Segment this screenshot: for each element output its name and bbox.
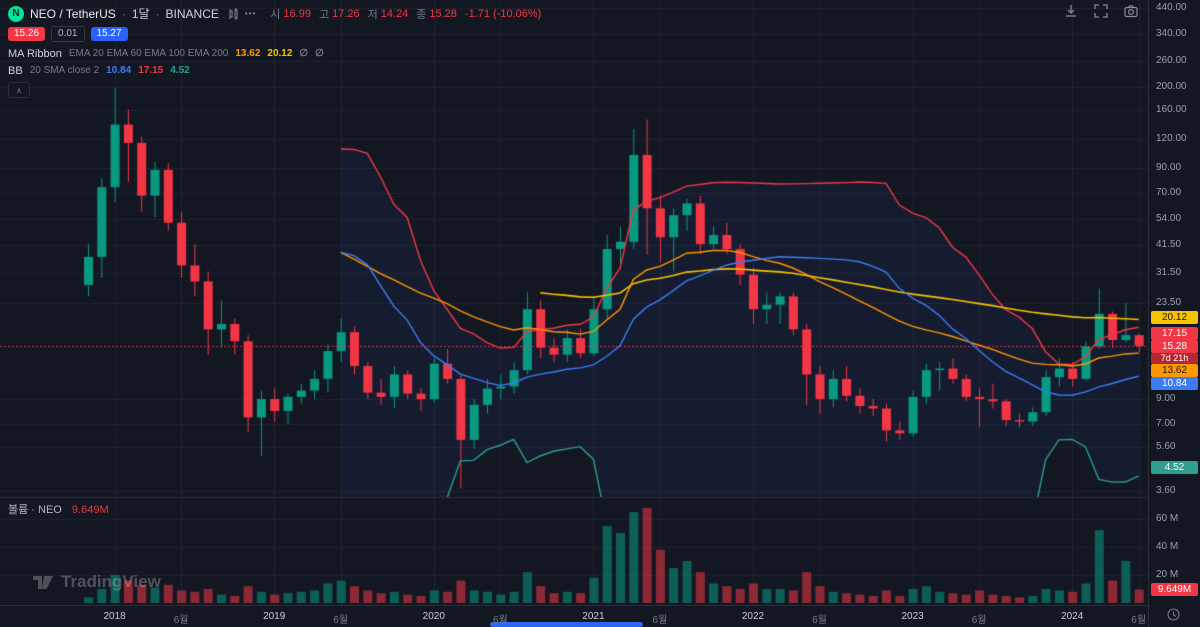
indicator-value: 10.84 [106,65,132,76]
indicator-value: 13.62 [235,48,261,59]
time-label-year: 2019 [263,611,286,622]
fullscreen-icon[interactable] [1094,4,1108,18]
indicator-price-badge: 13.62 [1151,364,1198,377]
spread-value: 0.01 [51,25,85,42]
high-label: 고 [318,8,330,21]
ohlc-readout: 시 16.99 고 17.26 저 14.24 종 15.28 -1.71 (-… [270,6,541,22]
chart-toolbar-icons [1064,4,1138,18]
volume-tick-label: 60 M [1156,513,1179,524]
more-options-button[interactable]: ••• [244,9,257,18]
exchange-label[interactable]: BINANCE [165,6,219,21]
time-label-month: 6월 [812,615,827,626]
indicator-name: MA Ribbon [8,47,62,60]
symbol-title[interactable]: NEO / TetherUS [30,6,116,21]
price-tick-label: 9.00 [1156,393,1176,405]
close-value: 15.28 [429,7,457,20]
price-tick-label: 260.00 [1156,54,1187,66]
price-tick-label: 23.50 [1156,296,1182,308]
indicator-value: 17.15 [138,65,164,76]
sell-price-button[interactable]: 15.26 [8,26,46,41]
indicator-name: BB [8,64,23,77]
quote-row: 15.26 0.01 15.27 [8,25,541,42]
indicator-value: 20.12 [267,48,293,59]
price-tick-label: 54.00 [1156,212,1182,224]
change-value: -1.71 (-10.06%) [464,7,542,20]
camera-icon[interactable] [1124,4,1138,18]
time-label-year: 2021 [582,611,605,622]
bar-countdown-badge: 7d 21h [1151,353,1198,364]
price-tick-label: 160.00 [1156,103,1187,115]
time-label-month: 6월 [1131,615,1147,626]
time-label-year: 2020 [422,611,445,622]
price-tick-label: 3.60 [1156,485,1176,497]
legend-collapse-button[interactable]: ∧ [8,82,30,98]
low-label: 저 [367,8,378,21]
indicator-value: ∅ [315,48,324,59]
price-axis[interactable]: 440.00 340.00 260.00 200.00 160.00 120.00 90.0… [1148,0,1200,627]
indicator-params: 20 SMA close 2 [29,65,100,76]
price-tick-label: 200.00 [1156,81,1187,93]
time-label-year: 2018 [103,611,126,622]
time-axis[interactable]: 2018 6월 2019 6월 2020 6월 2021 6월 2022 6월 2023 6월 2024… [0,605,1148,627]
interval-button[interactable]: 1달 [131,7,150,21]
time-label-year: 2022 [741,611,765,622]
timezone-clock-icon[interactable] [1167,608,1180,624]
volume-value: 9.649M [71,504,109,516]
indicator-params: EMA 20 EMA 60 EMA 100 EMA 200 [68,48,229,59]
price-tick-label: 70.00 [1156,186,1182,198]
open-label: 시 [270,8,281,21]
price-tick-label: 31.50 [1156,267,1182,279]
time-label-month: 6월 [492,615,508,626]
price-tick-label: 7.00 [1156,418,1176,430]
indicator-price-badge: 4.52 [1151,461,1198,474]
price-chart-canvas[interactable] [0,0,1148,605]
separator-dot: · [121,6,126,21]
indicator-value: 4.52 [170,65,190,76]
time-label-month: 6월 [173,615,189,626]
separator-dot: · [155,6,160,21]
volume-label: 볼륨 · NEO [8,504,62,516]
indicator-price-badge: 20.12 [1151,311,1198,324]
price-tick-label: 440.00 [1156,1,1187,13]
last-price-badge: 15.28 [1151,340,1198,353]
price-tick-label: 5.60 [1156,440,1176,452]
time-label-year: 2023 [901,611,924,622]
indicator-row[interactable]: MA Ribbon EMA 20 EMA 60 EMA 100 EMA 200 13… [8,45,541,62]
indicator-value: ∅ [299,48,309,59]
volume-pane-legend[interactable]: 볼륨 · NEO 9.649M [8,501,109,517]
buy-price-button[interactable]: 15.27 [90,26,128,41]
indicator-price-badge: 17.15 [1151,327,1198,340]
indicator-price-badge: 10.84 [1151,377,1198,390]
time-label-year: 2024 [1061,611,1084,622]
indicator-legend: MA Ribbon EMA 20 EMA 60 EMA 100 EMA 200 13… [8,45,541,79]
high-value: 17.26 [332,7,360,20]
time-label-month: 6월 [971,615,987,626]
volume-tick-label: 20 M [1156,569,1179,580]
volume-value-badge: 9.649M [1151,583,1198,597]
close-label: 종 [416,8,427,21]
price-tick-label: 90.00 [1156,161,1182,173]
symbol-logo-icon: N [8,5,24,22]
price-tick-label: 41.50 [1156,239,1182,251]
time-label-month: 6월 [652,615,668,626]
chart-legend: N NEO / TetherUS · 1달 · BINANCE ••• 시 16… [8,5,541,98]
download-icon[interactable] [1064,4,1078,18]
open-value: 16.99 [283,7,311,20]
indicator-row[interactable]: BB 20 SMA close 2 10.84 17.15 4.52 [8,62,541,79]
volume-tick-label: 40 M [1156,541,1179,552]
time-label-month: 6월 [333,615,349,626]
horizontal-scrollbar-thumb[interactable] [490,622,643,627]
candlestick-style-icon[interactable] [227,7,239,20]
price-tick-label: 340.00 [1156,27,1187,39]
low-value: 14.24 [380,7,409,20]
symbol-row: N NEO / TetherUS · 1달 · BINANCE ••• 시 16… [8,5,541,22]
price-tick-label: 120.00 [1156,132,1187,144]
